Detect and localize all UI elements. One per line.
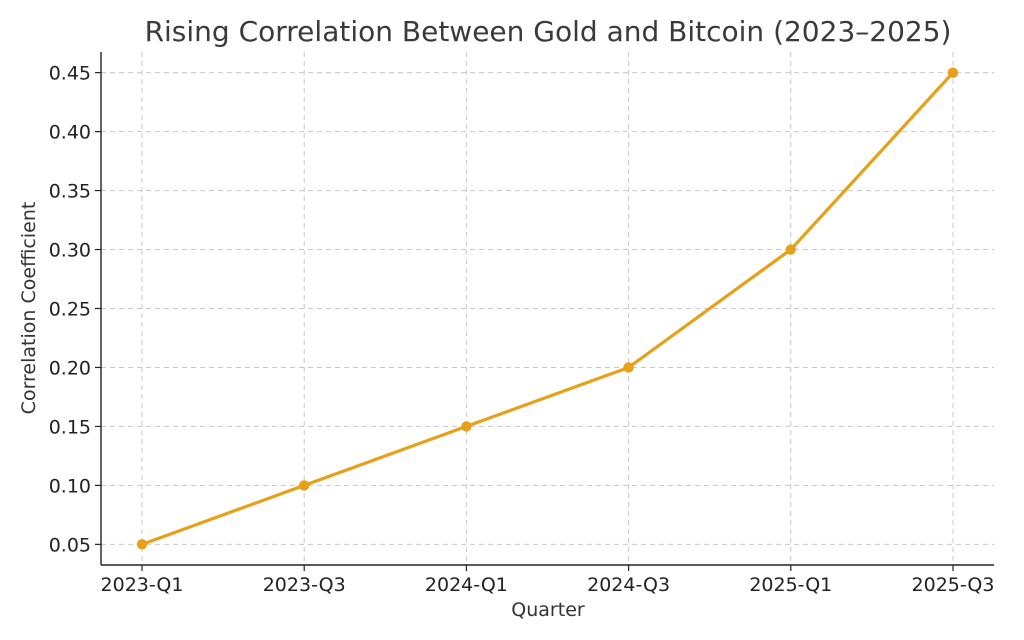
y-axis-label: Correlation Coefficient: [18, 202, 40, 415]
x-tick-label: 2023-Q1: [101, 574, 184, 596]
chart-title: Rising Correlation Between Gold and Bitc…: [145, 15, 952, 48]
series-layer: [136, 67, 959, 550]
data-point: [299, 480, 310, 491]
data-point: [136, 539, 148, 550]
grid: [101, 52, 994, 565]
series-line: [140, 71, 955, 546]
data-point: [623, 362, 634, 373]
data-point: [461, 421, 472, 432]
y-tick-label: 0.05: [49, 534, 91, 556]
x-tick-label: 2023-Q3: [263, 574, 346, 596]
y-tick-label: 0.35: [49, 181, 91, 203]
axis-ticks: 0.05 0.10 0.15 0.20 0.25 0.30 0.35 0.40 0.45 2023…: [49, 63, 995, 596]
y-tick-label: 0.10: [49, 475, 91, 497]
y-tick-label: 0.25: [49, 299, 91, 321]
x-tick-label: 2025-Q1: [749, 574, 832, 596]
x-tick-label: 2024-Q3: [587, 574, 670, 596]
y-tick-label: 0.15: [49, 416, 91, 438]
y-tick-label: 0.40: [49, 122, 91, 144]
y-tick-label: 0.45: [49, 63, 91, 85]
y-tick-label: 0.20: [49, 357, 91, 379]
x-tick-label: 2025-Q3: [912, 574, 995, 596]
y-tick-label: 0.30: [49, 240, 91, 262]
data-point: [947, 67, 959, 78]
x-axis-label: Quarter: [511, 599, 585, 621]
x-tick-label: 2024-Q1: [425, 574, 508, 596]
data-point: [785, 244, 796, 255]
